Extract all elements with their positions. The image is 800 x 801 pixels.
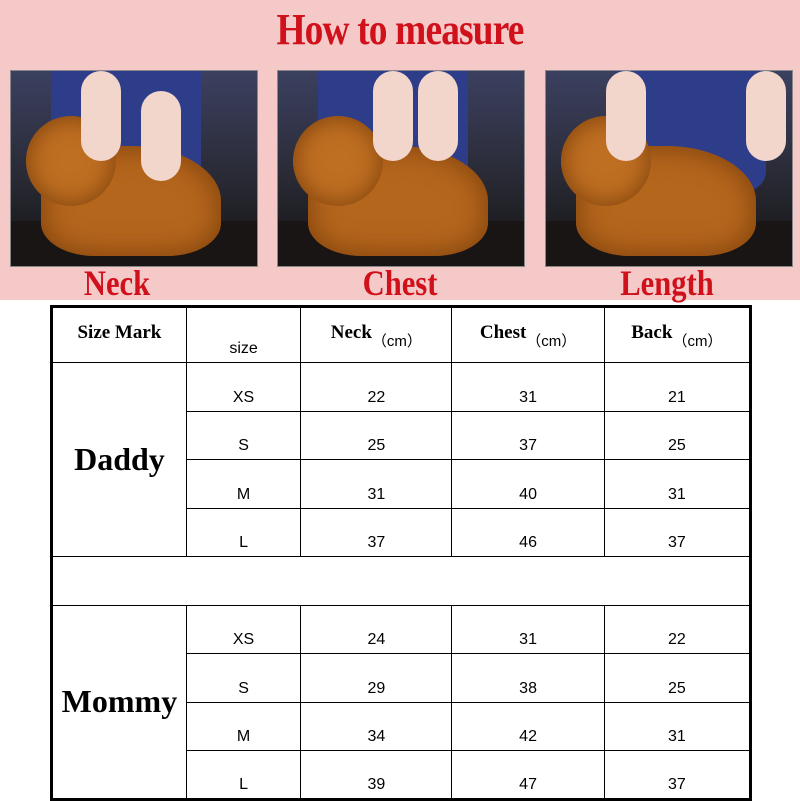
page-title: How to measure xyxy=(276,5,524,54)
cell-size: XS xyxy=(185,604,302,654)
cell-neck: 22 xyxy=(300,362,453,412)
cell-neck: 31 xyxy=(300,459,453,509)
cell-size: S xyxy=(185,410,302,460)
photo-neck-measurement xyxy=(10,70,258,267)
table-row: Mommy XS 24 31 22 xyxy=(51,604,752,800)
cell-chest: 31 xyxy=(451,604,605,654)
size-chart-table: Size Mark size Neck（cm） Chest（cm） Back（c… xyxy=(50,305,752,801)
cell-back: 21 xyxy=(603,362,752,412)
cell-back: 31 xyxy=(603,459,752,509)
spacer-row xyxy=(51,556,751,606)
cell-size: L xyxy=(185,507,302,557)
cell-chest: 46 xyxy=(451,507,605,557)
table-row: L 37 46 37 xyxy=(52,507,752,557)
group-label: Mommy xyxy=(51,604,187,800)
table-row: S 29 38 25 xyxy=(52,653,752,703)
cell-chest: 37 xyxy=(451,410,605,460)
cell-neck: 39 xyxy=(300,750,453,800)
table-row: L 39 47 37 xyxy=(52,750,752,800)
cell-neck: 34 xyxy=(300,701,453,751)
header-size: size xyxy=(185,306,302,363)
table-row: Daddy XS 22 31 21 xyxy=(51,362,752,557)
cell-back: 37 xyxy=(603,507,752,557)
cell-chest: 38 xyxy=(451,653,605,703)
cell-size: M xyxy=(185,701,302,751)
caption-length: Length xyxy=(620,263,714,303)
header-chest: Chest（cm） xyxy=(451,306,605,363)
photo-length-measurement xyxy=(545,70,793,267)
cell-size: XS xyxy=(185,362,302,412)
caption-chest: Chest xyxy=(362,263,438,303)
cell-chest: 31 xyxy=(451,362,605,412)
cell-size: L xyxy=(185,750,302,800)
cell-chest: 42 xyxy=(451,701,605,751)
cell-size: S xyxy=(185,653,302,703)
cell-chest: 40 xyxy=(451,459,605,509)
cell-back: 37 xyxy=(603,750,752,800)
cell-neck: 37 xyxy=(300,507,453,557)
group-label: Daddy xyxy=(51,362,187,557)
cell-back: 25 xyxy=(603,653,752,703)
caption-neck: Neck xyxy=(83,263,151,303)
cell-back: 31 xyxy=(603,701,752,751)
cell-back: 25 xyxy=(603,410,752,460)
cell-neck: 25 xyxy=(300,410,453,460)
header-size-mark: Size Mark xyxy=(51,306,187,363)
header-neck: Neck（cm） xyxy=(300,306,453,363)
table-row: S 25 37 25 xyxy=(52,410,752,460)
table-row: M 34 42 31 xyxy=(52,701,752,751)
header-back: Back（cm） xyxy=(603,306,752,363)
header-row: Size Mark size Neck（cm） Chest（cm） Back（c… xyxy=(51,306,752,363)
cell-neck: 29 xyxy=(300,653,453,703)
table-row: M 31 40 31 xyxy=(52,459,752,509)
cell-neck: 24 xyxy=(300,604,453,654)
cell-size: M xyxy=(185,459,302,509)
photo-chest-measurement xyxy=(277,70,525,267)
cell-back: 22 xyxy=(603,604,752,654)
cell-chest: 47 xyxy=(451,750,605,800)
